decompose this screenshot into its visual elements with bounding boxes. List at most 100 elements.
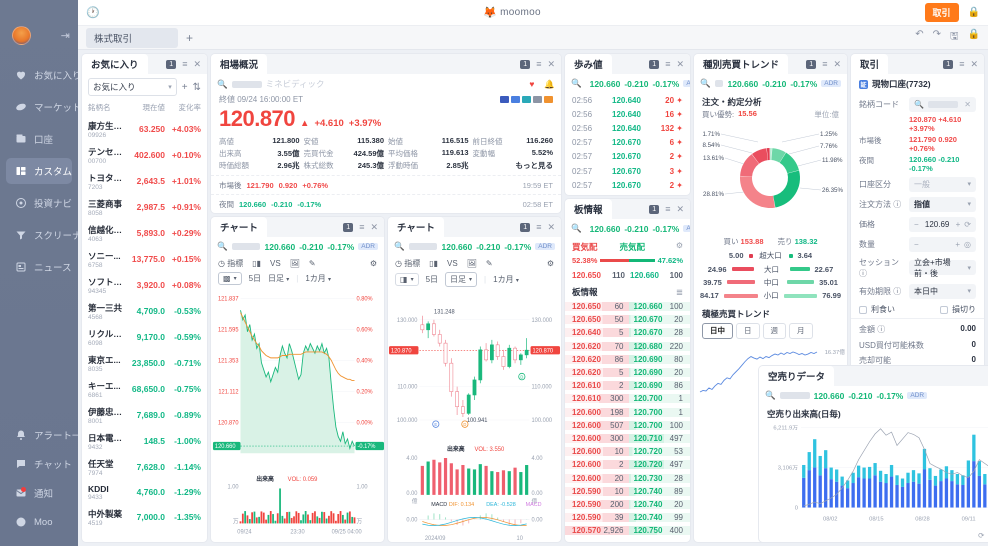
clear-icon[interactable]: ✕: [964, 99, 971, 109]
table-row[interactable]: 120.640 5 120.670 28: [565, 326, 690, 339]
calculator-icon[interactable]: ◎: [964, 239, 971, 249]
sidebar-item-custom[interactable]: カスタム: [6, 158, 72, 184]
panel-tab-chart[interactable]: チャート: [388, 217, 444, 237]
sidebar-item-screener[interactable]: スクリーナー: [6, 222, 91, 248]
symbol-strip[interactable]: 🔍 120.660 -0.210 -0.17% ADR: [694, 74, 847, 93]
table-row[interactable]: 第一三共 4568 4,709.0 -0.53%: [82, 298, 207, 324]
table-row[interactable]: 120.600 507 120.700 100: [565, 419, 690, 432]
symbol-strip[interactable]: 🔍 120.660 -0.210 -0.17% ADR: [565, 219, 690, 238]
event-marker[interactable]: [432, 420, 440, 428]
close-icon[interactable]: ✕: [676, 203, 684, 214]
take-profit-checkbox[interactable]: 利食い: [859, 304, 895, 315]
timeframe-tab[interactable]: 月: [789, 322, 813, 339]
sidebar-item-favorites[interactable]: お気に入り: [6, 62, 82, 88]
snapshot-icon[interactable]: 🖼: [289, 259, 300, 268]
table-row[interactable]: 任天堂 7974 7,628.0 -1.14%: [82, 454, 207, 480]
collapse-icon[interactable]: ⇥: [60, 30, 70, 42]
timeframe-tab[interactable]: 週: [762, 322, 786, 339]
daily-chart-plot[interactable]: 130.000 130.000 110.000 110.000 100.000 100.0…: [388, 290, 561, 542]
gear-icon[interactable]: ⚙: [546, 259, 554, 268]
minus-icon[interactable]: −: [914, 239, 919, 249]
panel-menu-icon[interactable]: ≡: [536, 222, 542, 232]
table-row[interactable]: 120.570 2,926 120.750 400: [565, 524, 690, 537]
close-icon[interactable]: ✕: [970, 58, 978, 69]
timeframe-tab[interactable]: 日中: [702, 322, 733, 339]
table-row[interactable]: リクルー... 6098 9,170.0 -0.59%: [82, 324, 207, 350]
save-icon[interactable]: 🖫: [950, 31, 959, 42]
panel-tab-trade[interactable]: 取引: [851, 54, 889, 74]
shortdata-chart[interactable]: 098.93,106万114.56,211.9万130.008/0208/150…: [759, 420, 988, 528]
table-row[interactable]: 中外製薬 4519 7,000.0 -1.35%: [82, 504, 207, 530]
workspace-tab[interactable]: 株式取引: [86, 27, 178, 48]
table-row[interactable]: 120.600 198 120.700 1: [565, 406, 690, 419]
close-icon[interactable]: ✕: [676, 58, 684, 69]
symbol-strip[interactable]: 🔍 120.660 -0.210 -0.17% ADR: [759, 386, 988, 405]
table-row[interactable]: トヨタ自... 7203 2,643.5 +1.01%: [82, 168, 207, 194]
plus-icon[interactable]: +: [181, 81, 188, 93]
panel-menu-icon[interactable]: ≡: [665, 59, 671, 69]
avatar[interactable]: [12, 26, 31, 45]
lock-icon[interactable]: 🔒: [967, 7, 980, 18]
panel-menu-icon[interactable]: ≡: [822, 59, 828, 69]
acct-type-select[interactable]: 一般 ▾: [909, 176, 976, 192]
minus-icon[interactable]: −: [914, 219, 919, 229]
sidebar-user[interactable]: ⇥: [0, 22, 78, 59]
sort-icon[interactable]: ⇅: [192, 81, 201, 93]
symbol-strip[interactable]: 🔍 120.660 -0.210 -0.17% ADR: [565, 74, 690, 93]
panel-link-group-icon[interactable]: 1: [649, 204, 660, 214]
panel-tab-orderbook[interactable]: 板情報: [565, 199, 612, 219]
table-row[interactable]: 120.620 5 120.690 20: [565, 366, 690, 379]
intraday-chart-plot[interactable]: 121.837 0.80% 121.595 0.60% 121.353 0.40% 121.…: [211, 288, 384, 542]
table-row[interactable]: 120.650 50 120.670 20: [565, 313, 690, 326]
pie-slice[interactable]: [751, 148, 768, 164]
table-row[interactable]: 120.600 10 120.720 53: [565, 445, 690, 458]
panel-link-group-icon[interactable]: 1: [806, 59, 817, 69]
sidebar-item-news[interactable]: ニュース: [6, 254, 72, 280]
timeframe-tab[interactable]: 日: [736, 322, 760, 339]
clock-icon[interactable]: 🕐: [86, 7, 100, 19]
lock-icon[interactable]: 🔒: [967, 29, 980, 40]
close-icon[interactable]: ✕: [833, 58, 841, 69]
pie-slice[interactable]: [771, 148, 786, 163]
period-5d[interactable]: 5日: [425, 275, 439, 284]
pie-slice[interactable]: [770, 148, 772, 161]
watchlist-group-select[interactable]: お気に入り ▾: [88, 78, 177, 96]
session-select[interactable]: 立会+市場前・後 ▾: [909, 258, 976, 278]
sidebar-item-account[interactable]: 口座: [6, 126, 72, 152]
table-row[interactable]: 120.590 200 120.740 20: [565, 498, 690, 511]
draw-icon[interactable]: ✎: [308, 259, 316, 268]
panel-link-group-icon[interactable]: 1: [520, 222, 531, 232]
period-select-intraday[interactable]: ▩ ▾: [218, 272, 242, 285]
trade-button[interactable]: 取引: [924, 3, 959, 22]
settings-icon[interactable]: ⚙: [675, 241, 683, 250]
table-row[interactable]: 120.650 60 120.660 100: [565, 300, 690, 313]
sidebar-item-alerts[interactable]: アラート一覧: [6, 422, 91, 448]
table-row[interactable]: 120.600 300 120.710 497: [565, 432, 690, 445]
order-method-select[interactable]: 指値 ▾: [909, 196, 976, 212]
period-daily[interactable]: 日足 ▾: [268, 274, 290, 283]
table-row[interactable]: 120.620 86 120.690 80: [565, 353, 690, 366]
sidebar-item-chat[interactable]: チャット: [6, 451, 72, 477]
period-1m[interactable]: 1カ月 ▾: [493, 275, 519, 284]
symbol-search[interactable]: 🔍 ミネビディック ♥ 🔔: [211, 74, 561, 94]
pie-slice[interactable]: [773, 170, 800, 208]
panel-tab-chart[interactable]: チャート: [211, 217, 267, 237]
refresh-icon[interactable]: ⟳: [978, 530, 985, 540]
table-row[interactable]: 日本電信電話9432 148.5 -1.00%: [82, 428, 207, 454]
refresh-icon[interactable]: ⟳: [964, 219, 971, 229]
donut-chart[interactable]: 1.71% 8.54% 13.61% 28.81% 1.25% 7.76% 11.98% 26…: [694, 122, 847, 234]
snapshot-icon[interactable]: 🖼: [466, 259, 477, 268]
table-row[interactable]: 伊藤忠商事8001 7,689.0 -0.89%: [82, 402, 207, 428]
table-row[interactable]: 120.590 39 120.740 99: [565, 511, 690, 524]
event-marker[interactable]: [518, 372, 526, 381]
redo-icon[interactable]: ↷: [932, 29, 942, 40]
list-view-icon[interactable]: ≣: [675, 286, 683, 297]
indicator-button[interactable]: ◷ 指標: [218, 259, 244, 268]
more-link[interactable]: もっと見る: [515, 161, 554, 170]
panel-tab-watchlist[interactable]: お気に入り: [82, 54, 148, 74]
plus-icon[interactable]: +: [955, 239, 961, 249]
panel-tab-overview[interactable]: 相場概況: [211, 54, 268, 74]
sidebar-item-moo[interactable]: Moo: [6, 509, 72, 535]
panel-link-group-icon[interactable]: 1: [649, 59, 660, 69]
panel-menu-icon[interactable]: ≡: [182, 59, 188, 69]
